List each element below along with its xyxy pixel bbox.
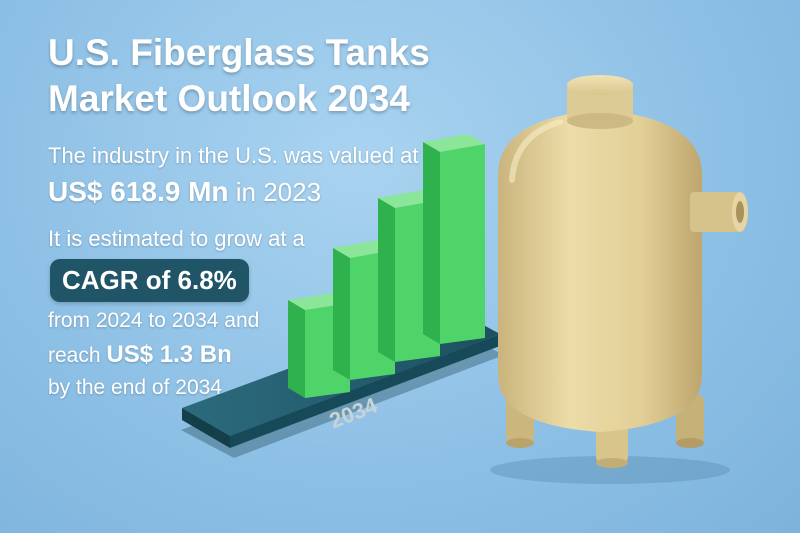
growth-intro: It is estimated to grow at a <box>48 226 305 251</box>
page-title: U.S. Fiberglass Tanks Market Outlook 203… <box>48 30 430 122</box>
valuation-intro: The industry in the U.S. was valued at <box>48 143 419 168</box>
valuation-2023: US$ 618.9 Mn in 2023 <box>48 176 321 208</box>
valuation-2023-amount: US$ 618.9 Mn <box>48 176 229 207</box>
title-line-2: Market Outlook 2034 <box>48 78 410 119</box>
growth-bar-4 <box>423 134 485 344</box>
fiberglass-tank-illustration <box>490 75 748 484</box>
valuation-2023-suffix: in 2023 <box>235 177 322 207</box>
valuation-2034-amount: US$ 1.3 Bn <box>106 341 232 368</box>
forecast-end: by the end of 2034 <box>48 376 222 399</box>
forecast-period: from 2024 to 2034 and <box>48 309 260 332</box>
cagr-badge: CAGR of 6.8% <box>50 259 249 302</box>
title-line-1: U.S. Fiberglass Tanks <box>48 32 430 73</box>
bar-chart-illustration <box>288 134 485 398</box>
valuation-2034: reach US$ 1.3 Bn <box>48 341 232 369</box>
valuation-2034-prefix: reach <box>48 344 101 367</box>
